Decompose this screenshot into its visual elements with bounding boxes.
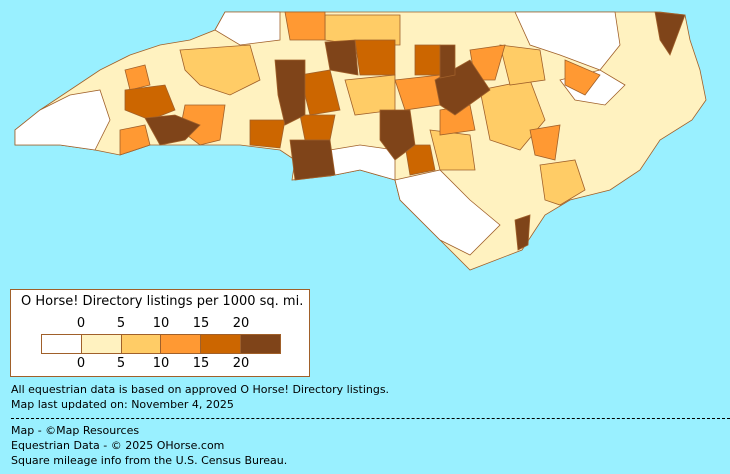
county-light-orange	[539, 159, 586, 206]
tick-label: 0	[76, 316, 86, 331]
county-brown	[379, 109, 416, 161]
legend-bottom-ticks: 0 5 10 15 20	[41, 356, 281, 371]
county-orange	[564, 59, 601, 96]
county-light-orange	[179, 44, 261, 96]
county-orange	[119, 124, 151, 156]
north-carolina-county-map	[14, 11, 707, 271]
county-dark-orange	[299, 69, 341, 116]
county-light-orange	[499, 44, 546, 86]
map-legend: O Horse! Directory listings per 1000 sq.…	[10, 289, 310, 377]
county-brown	[514, 214, 531, 251]
county-dark-orange	[414, 44, 441, 76]
county-orange	[529, 124, 561, 161]
legend-swatch	[42, 335, 82, 353]
county-dark-orange	[249, 119, 286, 149]
county-white	[394, 169, 501, 256]
tick-label: 5	[116, 356, 126, 371]
tick-label: 15	[192, 356, 210, 371]
county-brown	[439, 44, 456, 79]
county-white	[14, 89, 111, 151]
county-dark-orange	[354, 39, 396, 76]
legend-top-ticks: 0 5 10 15 20	[41, 316, 281, 331]
tick-label: 10	[152, 316, 170, 331]
county-brown	[654, 11, 686, 56]
legend-swatch	[201, 335, 242, 353]
legend-swatch	[241, 335, 280, 353]
county-brown	[274, 59, 306, 126]
tick-label: 15	[192, 316, 210, 331]
county-light-orange	[429, 129, 476, 171]
census-credit: Square mileage info from the U.S. Census…	[11, 454, 288, 467]
tick-label: 0	[76, 356, 86, 371]
last-updated-note: Map last updated on: November 4, 2025	[11, 398, 234, 411]
county-dark-orange	[404, 144, 436, 176]
county-white	[214, 11, 281, 46]
legend-swatch	[121, 335, 162, 353]
tick-label: 5	[116, 316, 126, 331]
divider	[11, 418, 730, 419]
county-dark-orange	[299, 114, 336, 141]
county-dark-orange	[124, 84, 176, 121]
county-white	[329, 144, 396, 181]
county-brown	[289, 139, 336, 181]
legend-swatch	[161, 335, 202, 353]
county-brown	[324, 39, 359, 76]
legend-title: O Horse! Directory listings per 1000 sq.…	[21, 294, 304, 309]
county-brown	[144, 114, 201, 146]
legend-swatch	[81, 335, 122, 353]
tick-label: 20	[232, 316, 250, 331]
tick-label: 10	[152, 356, 170, 371]
tick-label: 20	[232, 356, 250, 371]
data-credit: Equestrian Data - © 2025 OHorse.com	[11, 439, 225, 452]
legend-color-bar	[41, 334, 281, 354]
county-orange	[124, 64, 151, 91]
data-basis-note: All equestrian data is based on approved…	[11, 383, 390, 396]
map-credit: Map - ©Map Resources	[11, 424, 140, 437]
county-orange	[284, 11, 326, 41]
